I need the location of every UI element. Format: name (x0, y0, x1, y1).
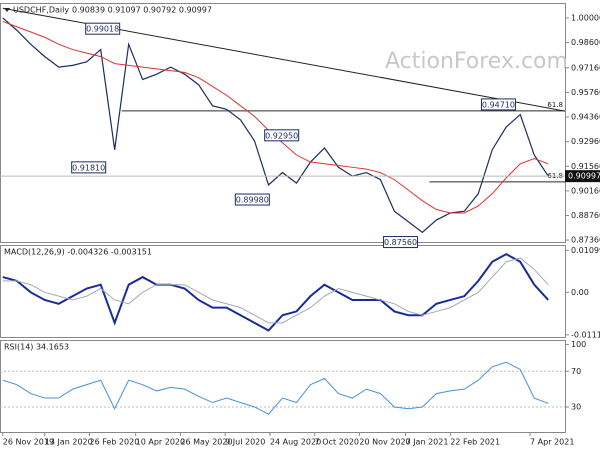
fib-label: 61.8 (547, 101, 563, 109)
last-price-box (565, 170, 600, 183)
x-tick-label: 26 May 2020 (180, 438, 232, 447)
price-label: 0.89980 (236, 196, 269, 205)
macd-title: MACD(12,26,9) -0.004326 -0.003151 (4, 248, 152, 257)
y-tick-label: -0.011127 (571, 330, 600, 339)
x-tick-label: 7 Apr 2021 (530, 438, 574, 447)
x-tick-label: 24 Aug 2020 (270, 438, 321, 447)
x-tick-label: 10 Apr 2020 (136, 438, 185, 447)
y-tick-label: 0.010997 (571, 246, 600, 255)
rsi-title: RSI(14) 34.1653 (4, 343, 69, 352)
price-label: 0.94710 (482, 100, 515, 109)
y-tick-label: 30 (571, 402, 581, 411)
series-line (2, 361, 549, 415)
price-label-box (264, 129, 300, 142)
y-tick-label: 100 (571, 340, 586, 349)
last-price-label: 0.90997 (568, 172, 600, 181)
x-tick-label: 20 Nov 2020 (359, 438, 410, 447)
price-label: 0.87560 (384, 238, 417, 247)
price-label-box (480, 98, 516, 111)
x-tick-label: 7 Oct 2020 (315, 438, 359, 447)
y-tick-label: 70 (571, 367, 581, 376)
x-tick-label: 26 Nov 2019 (3, 438, 54, 447)
price-label-box (85, 22, 121, 35)
x-tick-label: 9 Jul 2020 (225, 438, 265, 447)
y-tick-label: 0.00 (571, 288, 589, 297)
series-line (2, 257, 549, 324)
x-tick-label: 26 Feb 2020 (90, 438, 140, 447)
price-label: 0.92950 (265, 131, 298, 140)
watermark: ActionForex.com (385, 49, 568, 74)
macd-panel (0, 245, 566, 338)
price-label: 0.91810 (72, 163, 105, 172)
price-label-box (234, 193, 270, 206)
ohlc: 0.90839 0.91097 0.90792 0.90997 (72, 6, 212, 15)
x-tick-label: 13 Jan 2020 (45, 438, 93, 447)
price-label-box (71, 161, 107, 174)
price-panel (0, 3, 566, 243)
x-tick-label: 22 Feb 2021 (450, 438, 500, 447)
price-label-box (383, 236, 419, 249)
chart-title: USDCHF,Daily (13, 6, 69, 15)
price-label: 0.99018 (86, 25, 119, 34)
rsi-panel (0, 340, 566, 433)
x-tick-label: 7 Jan 2021 (406, 438, 449, 447)
series-line (2, 17, 549, 234)
